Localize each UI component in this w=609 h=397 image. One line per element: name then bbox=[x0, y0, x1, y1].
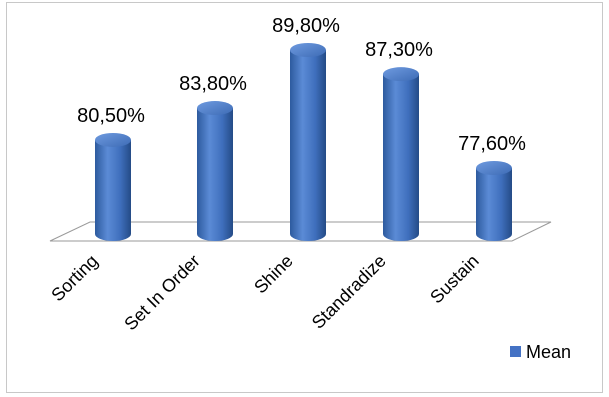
data-label: 77,60% bbox=[458, 133, 526, 155]
x-tick-label: Sustain bbox=[426, 251, 483, 308]
bar-body bbox=[197, 108, 233, 242]
bar-body bbox=[476, 168, 512, 241]
x-tick-labels-layer: Sorting Set In Order Shine Standradize Susta… bbox=[47, 251, 482, 334]
bar-body bbox=[95, 139, 131, 241]
x-tick-label: Standradize bbox=[308, 251, 390, 333]
bar-body bbox=[383, 74, 419, 241]
legend: Mean bbox=[510, 342, 571, 362]
x-tick-label: Sorting bbox=[47, 251, 101, 305]
legend-swatch bbox=[510, 346, 521, 357]
data-label: 80,50% bbox=[77, 105, 145, 127]
x-tick-label: Shine bbox=[250, 251, 297, 298]
bar-shine bbox=[290, 43, 326, 241]
legend-label: Mean bbox=[526, 342, 571, 362]
value-labels-layer: 80,50% 83,80% 89,80% 87,30% 77,60% bbox=[77, 15, 526, 155]
bar-sorting bbox=[95, 132, 131, 241]
bar-sustain bbox=[476, 161, 512, 241]
bar-standradize bbox=[383, 67, 419, 241]
bar-top bbox=[197, 101, 233, 116]
data-label: 89,80% bbox=[272, 15, 340, 37]
data-label: 87,30% bbox=[365, 39, 433, 61]
data-label: 83,80% bbox=[179, 73, 247, 95]
bar-top bbox=[290, 43, 326, 57]
x-tick-label: Set In Order bbox=[120, 251, 203, 334]
bar-set-in-order bbox=[197, 101, 233, 242]
bar-top bbox=[383, 67, 419, 82]
bar-top bbox=[476, 161, 512, 175]
bar-body bbox=[290, 50, 326, 241]
bar-top bbox=[95, 132, 131, 147]
bars-layer bbox=[95, 43, 512, 242]
